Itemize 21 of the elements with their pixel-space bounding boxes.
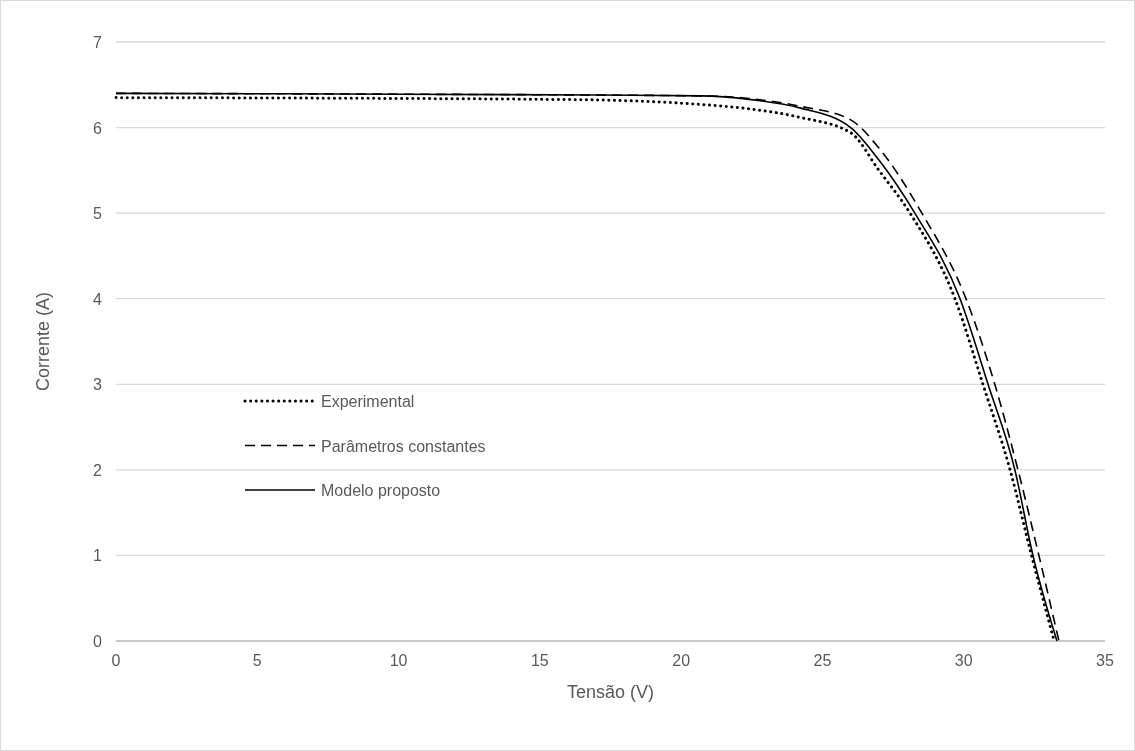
legend-label: Modelo proposto: [321, 482, 441, 499]
y-tick-label: 5: [93, 205, 103, 223]
x-tick-label: 5: [252, 652, 262, 669]
legend-label: Experimental: [321, 393, 415, 410]
x-tick-label: 15: [530, 652, 549, 669]
y-axis-title: Corrente (A): [33, 291, 53, 392]
legend-label: Parâmetros constantes: [321, 437, 486, 455]
y-tick-label: 3: [93, 376, 103, 394]
x-tick-label: 30: [954, 652, 973, 669]
y-tick-label: 6: [93, 119, 103, 137]
x-tick-label: 20: [672, 652, 691, 669]
y-tick-label: 7: [93, 34, 103, 51]
x-tick-label: 35: [1096, 652, 1114, 669]
y-tick-label: 0: [93, 633, 103, 650]
x-tick-label: 25: [813, 652, 832, 669]
y-tick-label: 1: [93, 547, 103, 565]
x-axis-title: Tensão (V): [566, 682, 655, 702]
y-tick-label: 2: [93, 461, 103, 479]
y-tick-label: 4: [93, 290, 103, 308]
x-tick-label: 0: [111, 652, 121, 669]
x-tick-label: 10: [389, 652, 408, 669]
